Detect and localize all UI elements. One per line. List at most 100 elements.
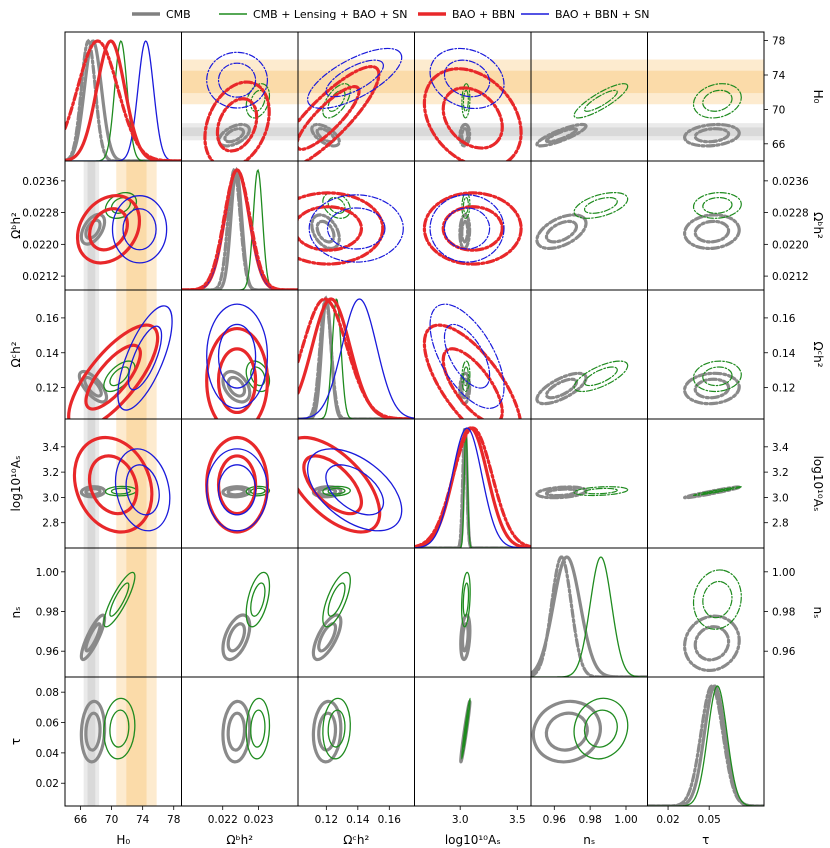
panel-frame: [647, 676, 765, 807]
panel-tau-H0: 0.02 0.04 0.06 0.08 66 70 74 78: [36, 676, 182, 826]
tick-label: 0.96: [772, 646, 796, 658]
marginal-grey-solid: [298, 295, 415, 419]
contour-green-dashdot: [583, 89, 618, 112]
tick-label: 0.12: [772, 383, 795, 395]
legend-label: BAO + BBN + SN: [555, 8, 650, 21]
band-CMB: [87, 419, 96, 548]
tick-label: 74: [772, 70, 786, 82]
band-local: [116, 548, 157, 677]
contour-grey-solid: [459, 613, 472, 662]
panel-tau-logA: 3.0 3.5: [414, 676, 532, 826]
band-CMB: [298, 127, 415, 137]
contour-blue-dashdot: [443, 207, 491, 250]
contour-green-dashdot: [692, 569, 742, 630]
contour-green-dashdot: [461, 83, 471, 119]
contour-green-dashdot: [573, 83, 629, 119]
contour-blue-solid: [111, 195, 168, 264]
contour-grey-solid: [226, 487, 247, 497]
panel-logA-H0: 2.8 3.0 3.2 3.4: [42, 418, 182, 549]
tick-label: 0.02: [36, 778, 59, 790]
tick-label: 0.0228: [772, 208, 809, 220]
tick-label: 0.14: [36, 348, 60, 360]
contour-green-solid: [322, 485, 351, 497]
contour-green-dashdot: [583, 197, 618, 214]
tick-label: 0.98: [772, 607, 795, 619]
contour-green-dashdot: [702, 366, 733, 387]
tick-label: 2.8: [42, 518, 59, 530]
tick-label: 0.04: [36, 748, 60, 760]
tick-label: 3.0: [42, 492, 59, 504]
tick-label: 0.023: [244, 814, 274, 826]
panel-H0-ns: [530, 31, 648, 162]
contour-green-solid: [327, 709, 346, 748]
panel-logA-och2: [297, 418, 415, 549]
marginal-green-solid: [414, 428, 531, 548]
tick-label: 0.08: [36, 687, 59, 699]
ylabel-right-H0: H₀: [811, 90, 825, 104]
panel-frame: [297, 160, 415, 291]
legend-entry-grey: CMB: [132, 8, 191, 21]
ylabel-right-logA: log10¹⁰Aₛ: [811, 456, 825, 512]
contour-green-solid: [583, 709, 618, 748]
panel-frame: [647, 418, 765, 549]
contour-blue-solid: [122, 208, 157, 251]
contour-green-solid: [103, 697, 136, 760]
contour-blue-solid: [125, 464, 160, 516]
marginal-red-solid: [414, 426, 531, 548]
panel-H0-logA: [414, 31, 532, 162]
panel-ns-och2: [297, 547, 415, 678]
band-local: [126, 161, 147, 290]
contour-green-dashdot: [573, 360, 629, 393]
contour-grey-solid: [311, 699, 343, 764]
contour-blue-solid: [306, 448, 403, 532]
contour-grey-dashdot: [693, 625, 731, 662]
contour-grey-solid: [226, 711, 247, 752]
contour-grey-solid: [79, 212, 107, 246]
band-local: [531, 59, 648, 105]
contour-grey-dashdot: [683, 614, 741, 673]
legend-entry-green: CMB + Lensing + BAO + SN: [219, 8, 408, 21]
ylabel-left-ns: nₛ: [9, 606, 23, 618]
contour-grey-solid: [226, 622, 247, 653]
contour-grey-dashdot: [223, 127, 246, 144]
contour-red-dashdot: [215, 97, 259, 153]
tick-label: 3.4: [772, 442, 789, 454]
legend-entry-red: BAO + BBN: [418, 8, 515, 21]
contour-grey-dashdot: [535, 485, 588, 500]
contour-blue-dashdot: [429, 47, 505, 110]
panel-frame: [414, 547, 532, 678]
band-local: [126, 548, 147, 677]
panel-ns-obh2: [181, 547, 299, 678]
contour-red-dashdot: [422, 191, 523, 266]
band-CMB: [87, 290, 96, 419]
marginal-blue-solid: [298, 298, 415, 419]
band-local: [126, 290, 147, 419]
contour-blue-solid: [114, 448, 171, 532]
marginal-green-solid: [531, 556, 648, 677]
contour-red-dashdot: [422, 67, 523, 161]
tick-label: 3.0: [452, 814, 469, 826]
band-CMB: [414, 127, 531, 137]
contour-red-solid: [88, 207, 129, 252]
contour-green-solid: [460, 571, 471, 628]
panel-logA-obh2: [181, 418, 299, 549]
contour-green-solid: [250, 709, 266, 748]
tick-label: 0.02: [656, 814, 679, 826]
xlabel-tau: τ: [702, 833, 709, 847]
marginal-red-dashdot: [65, 39, 182, 161]
contour-grey-dashdot: [683, 122, 741, 148]
marginal-green-solid: [647, 685, 764, 806]
contour-green-dashdot: [692, 83, 742, 119]
contour-grey-dashdot: [693, 127, 731, 144]
contour-green-dashdot: [702, 580, 733, 619]
marginal-grey-solid: [181, 166, 298, 290]
contour-green-solid: [573, 697, 629, 760]
ylabel-left-logA: log10¹⁰Aₛ: [9, 456, 23, 512]
xlabel-H0: H₀: [116, 833, 130, 847]
contour-green-solid: [109, 366, 130, 387]
contour-blue-solid: [117, 305, 173, 411]
tick-label: 0.96: [543, 814, 567, 826]
panel-ns-ns: [530, 547, 648, 678]
contour-green-solid: [245, 571, 271, 628]
panel-frame: [181, 289, 299, 420]
